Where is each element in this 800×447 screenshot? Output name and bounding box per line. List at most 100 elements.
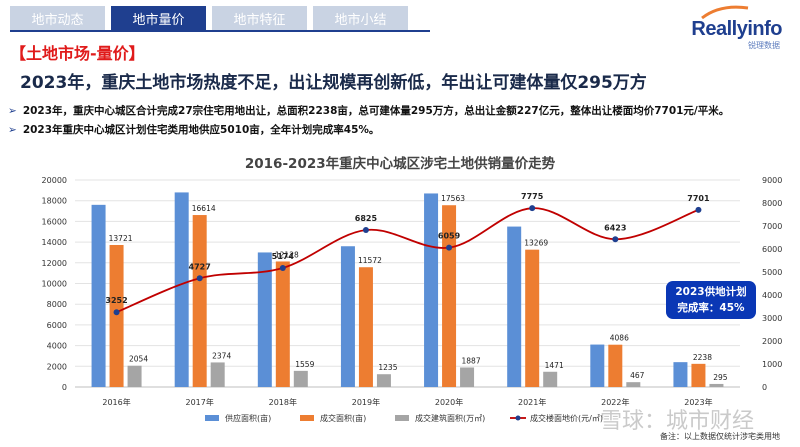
price-data-label: 6059 [438, 232, 461, 241]
y-left-tick-label: 18000 [42, 197, 67, 206]
price-point [695, 206, 702, 213]
price-point [196, 275, 203, 282]
y-right-tick-label: 1000 [762, 360, 782, 369]
bar-0 [174, 192, 189, 387]
price-line [116, 207, 699, 314]
logo-text: Reallyinfo [691, 18, 782, 40]
legend-label: 成交建筑面积(万㎡) [415, 413, 485, 423]
price-point [446, 244, 453, 251]
y-right-tick-label: 8000 [762, 199, 782, 208]
y-left-tick-label: 12000 [42, 259, 67, 268]
bar-0 [673, 362, 688, 387]
price-point [529, 205, 536, 212]
y-left-tick-label: 20000 [42, 176, 67, 185]
y-right-tick-label: 9000 [762, 176, 782, 185]
bar-data-label: 1235 [378, 363, 397, 372]
callout-line-2: 完成率：45% [677, 302, 745, 314]
price-point [362, 227, 369, 234]
tab-underline [10, 30, 430, 32]
bar-data-label: 467 [630, 371, 645, 380]
y-right-tick-label: 4000 [762, 291, 782, 300]
y-left-tick-label: 0 [62, 383, 67, 392]
bar-data-label: 4086 [610, 334, 629, 343]
bullet-item: ➢ 2023年，重庆中心城区合计完成27宗住宅用地出让，总面积2238亩，总可建… [8, 102, 729, 121]
y-left-tick-label: 16000 [42, 217, 67, 226]
x-tick-label: 2020年 [435, 397, 463, 407]
price-data-label: 6423 [604, 223, 626, 232]
y-right-tick-label: 0 [762, 383, 767, 392]
price-data-label: 3252 [105, 296, 127, 305]
bar-2 [127, 365, 142, 387]
y-left-tick-label: 8000 [47, 300, 67, 309]
tab-summary[interactable]: 地市小结 [313, 6, 408, 30]
price-point [612, 236, 619, 243]
bar-data-label: 2054 [129, 355, 148, 364]
x-tick-label: 2016年 [102, 397, 130, 407]
bullet-arrow-icon: ➢ [8, 124, 17, 136]
callout-line-1: 2023供地计划 [675, 286, 747, 298]
legend-label: 成交楼面地价(元/㎡) [530, 413, 603, 423]
bar-0 [91, 204, 106, 387]
bar-0 [590, 344, 605, 387]
bar-1 [691, 363, 706, 387]
price-data-label: 6825 [355, 214, 378, 223]
y-left-tick-label: 10000 [42, 280, 67, 289]
bullet-list: ➢ 2023年，重庆中心城区合计完成27宗住宅用地出让，总面积2238亩，总可建… [8, 102, 729, 140]
bullet-item: ➢ 2023年重庆中心城区计划住宅类用地供应5010亩，全年计划完成率45%。 [8, 121, 729, 140]
legend-swatch [395, 415, 409, 421]
x-tick-label: 2022年 [601, 397, 629, 407]
bar-1 [442, 205, 457, 387]
watermark-text: 雪球：城市财经 [600, 409, 755, 434]
bar-1 [192, 215, 207, 387]
bar-2 [709, 383, 724, 387]
bar-2 [460, 367, 475, 387]
y-left-tick-label: 2000 [47, 362, 67, 371]
bar-data-label: 295 [713, 373, 728, 382]
legend-swatch-point [515, 415, 521, 421]
section-title: 【土地市场-量价】 [10, 44, 145, 63]
legend-label: 成交面积(亩) [320, 413, 366, 423]
bar-1 [608, 344, 623, 387]
bar-2 [376, 374, 391, 387]
bar-2 [293, 370, 308, 387]
bar-data-label: 1471 [545, 361, 564, 370]
bar-data-label: 11572 [358, 256, 382, 265]
bar-data-label: 13721 [109, 234, 133, 243]
bar-1 [525, 249, 540, 387]
price-data-label: 7775 [521, 192, 544, 201]
bullet-arrow-icon: ➢ [8, 105, 17, 117]
chart-title: 2016-2023年重庆中心城区涉宅土地供销量价走势 [244, 156, 556, 172]
tab-bar: 地市动态 地市量价 地市特征 地市小结 [10, 6, 408, 30]
price-data-label: 5174 [272, 252, 295, 261]
bar-data-label: 12128 [275, 250, 299, 259]
x-tick-label: 2018年 [269, 397, 297, 407]
x-tick-label: 2019年 [352, 397, 380, 407]
bar-data-label: 2374 [212, 351, 231, 360]
bar-data-label: 1559 [295, 360, 314, 369]
tab-features[interactable]: 地市特征 [212, 6, 307, 30]
footnote: 备注：以上数据仅统计涉宅类用地 [660, 432, 780, 441]
x-tick-label: 2021年 [518, 397, 546, 407]
bar-2 [543, 371, 558, 387]
bullet-text: 2023年重庆中心城区计划住宅类用地供应5010亩，全年计划完成率45%。 [22, 124, 380, 136]
bar-data-label: 16614 [192, 204, 216, 213]
page-headline: 2023年，重庆土地市场热度不足，出让规模再创新低，年出让可建体量仅295万方 [20, 73, 647, 93]
logo-subtext: 锐理数据 [748, 41, 780, 50]
y-right-tick-label: 7000 [762, 222, 782, 231]
y-right-tick-label: 2000 [762, 337, 782, 346]
bar-2 [626, 382, 641, 387]
legend-label: 供应面积(亩) [225, 413, 271, 423]
y-right-tick-label: 3000 [762, 314, 782, 323]
bar-0 [340, 246, 355, 387]
tab-dynamics[interactable]: 地市动态 [10, 6, 105, 30]
bar-0 [257, 252, 272, 387]
bar-0 [507, 226, 522, 387]
bar-data-label: 17563 [441, 194, 465, 203]
y-left-tick-label: 4000 [47, 342, 67, 351]
bullet-text: 2023年，重庆中心城区合计完成27宗住宅用地出让，总面积2238亩，总可建体量… [22, 105, 730, 117]
tab-volume-price[interactable]: 地市量价 [111, 6, 206, 30]
bar-data-label: 13269 [524, 239, 548, 248]
price-data-label: 7701 [687, 194, 710, 203]
legend-swatch [300, 415, 314, 421]
